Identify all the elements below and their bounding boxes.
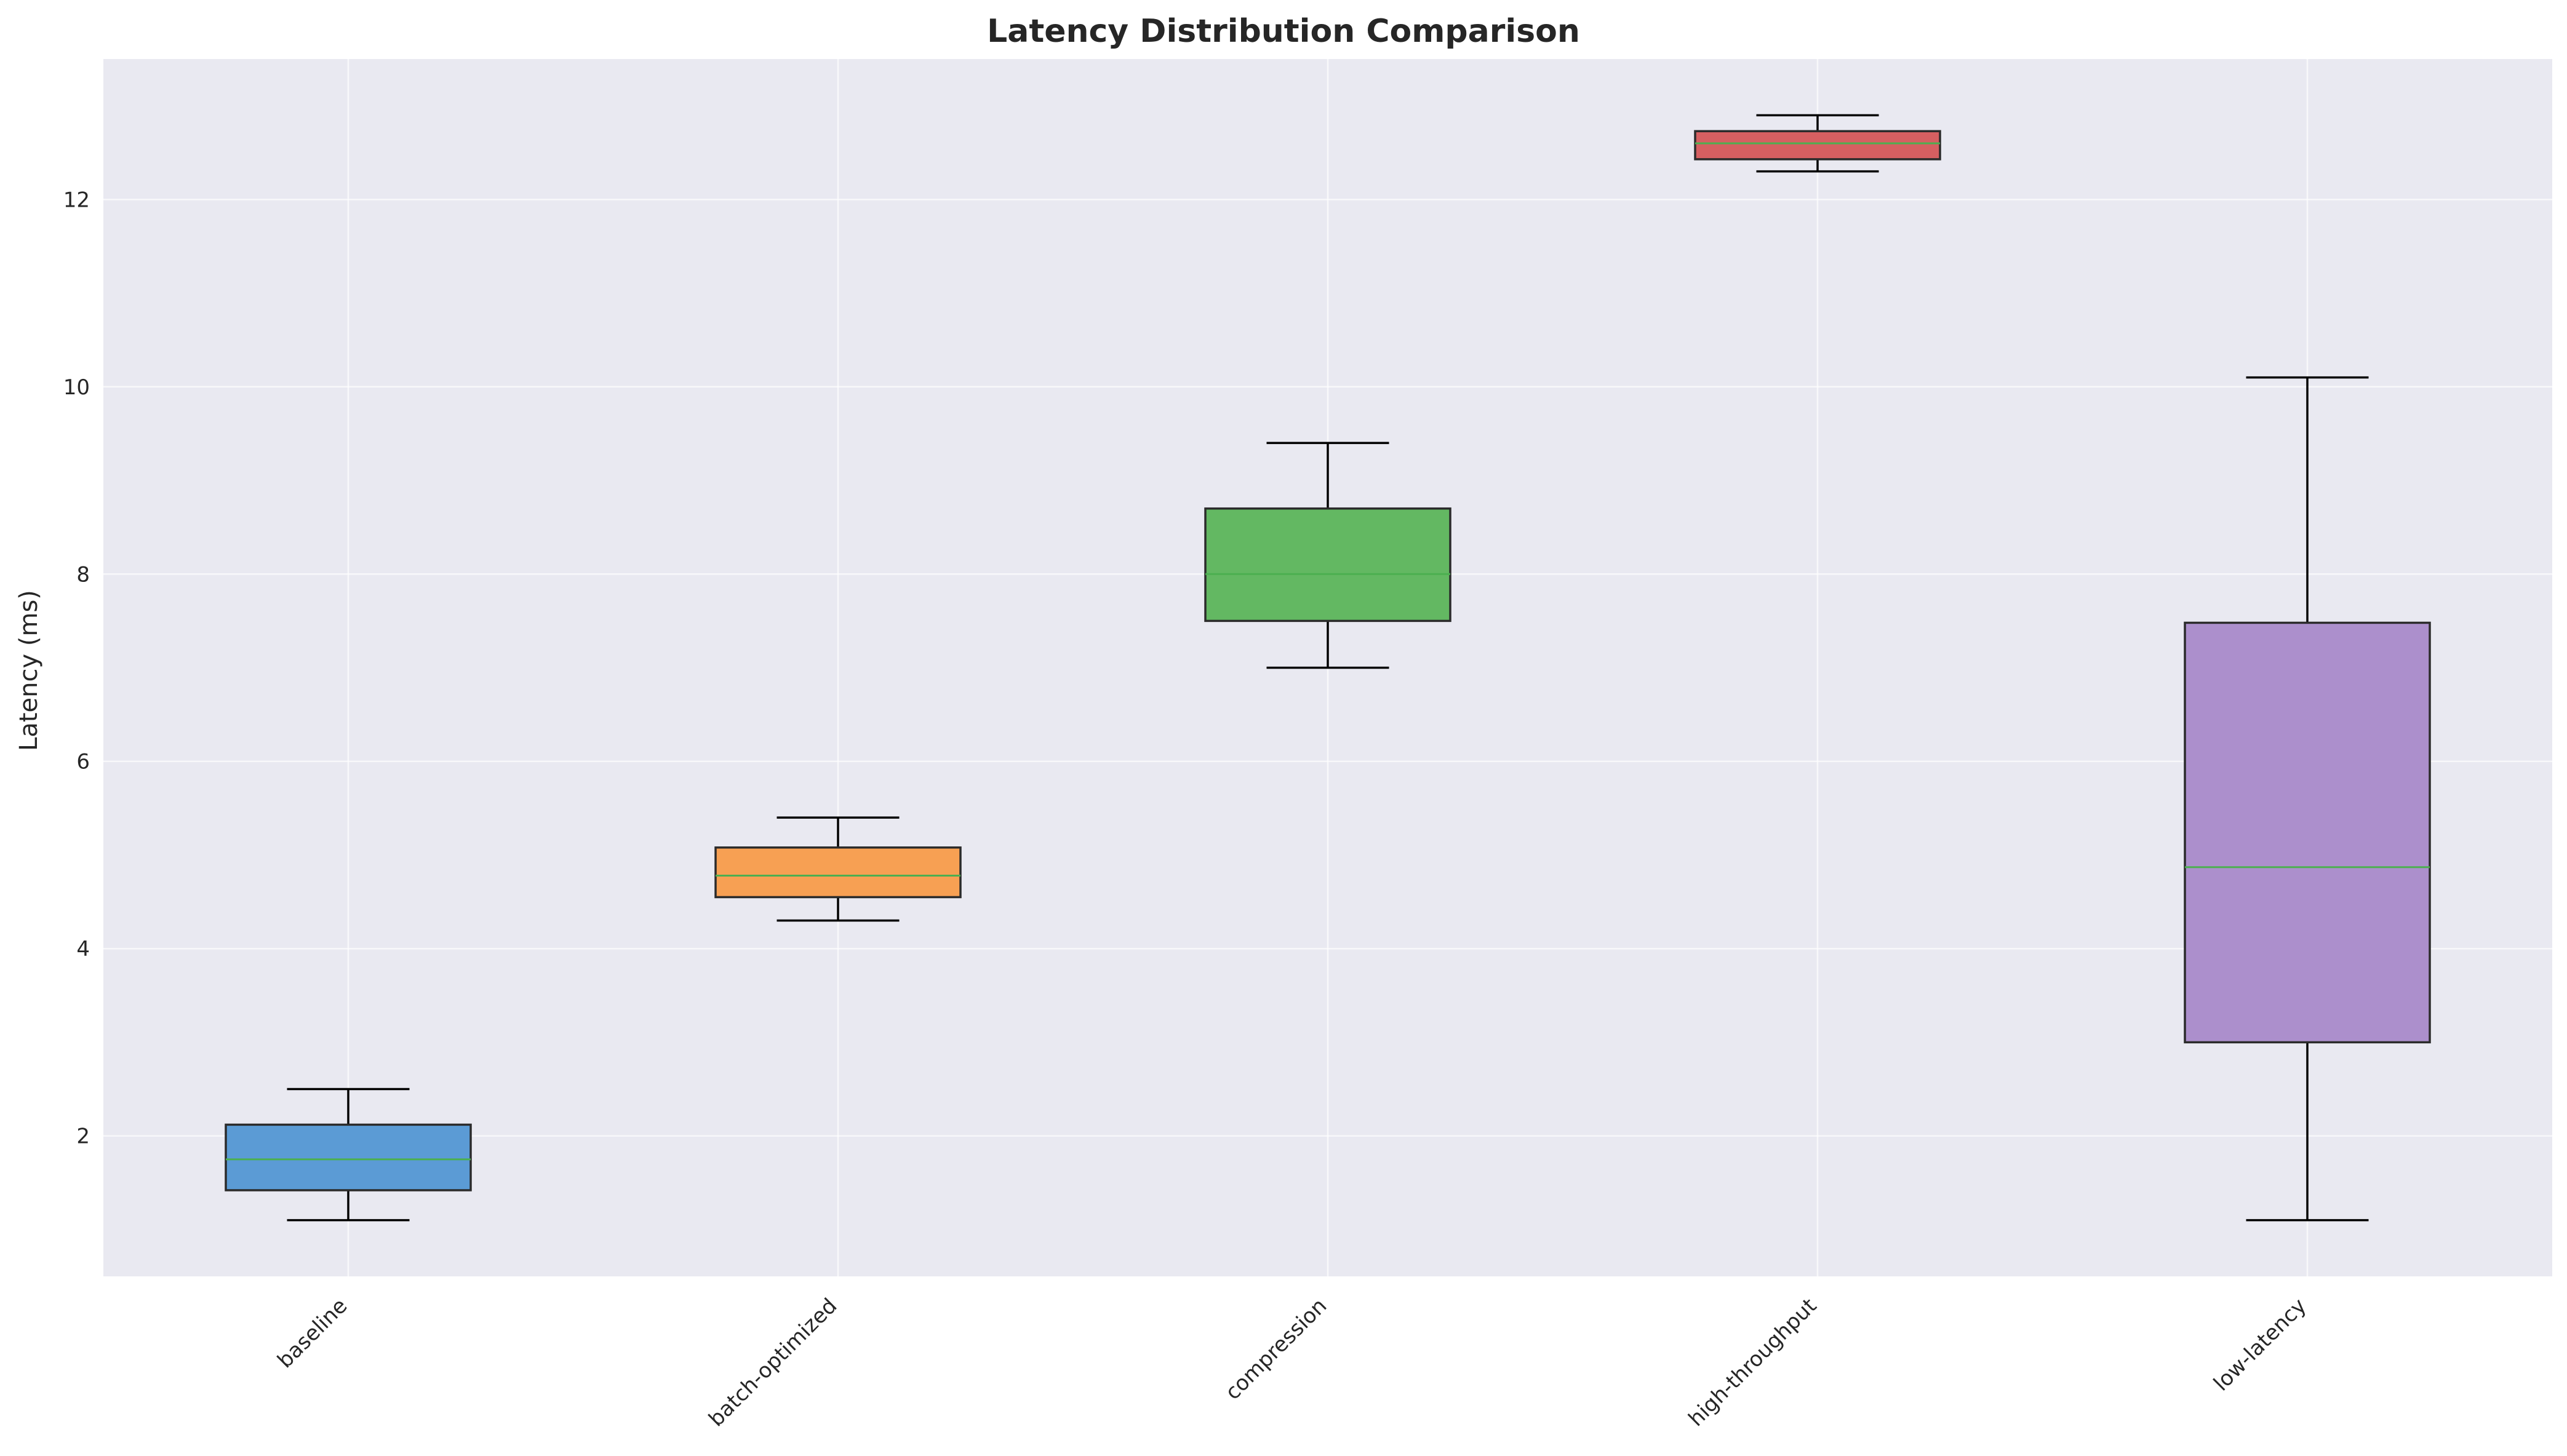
box-group-compression [1204,442,1451,669]
chart-title: Latency Distribution Comparison [987,13,1580,50]
x-tick-label: low-latency [2209,1294,2311,1396]
x-tick-label: batch-optimized [704,1294,842,1431]
box [714,846,962,899]
box [1694,130,1941,161]
x-axis-ticks: baseline batch-optimized compression high-t… [273,1294,2311,1431]
x-tick-label: high-throughput [1684,1294,1822,1431]
x-tick-label: baseline [273,1294,352,1373]
box-group-batch-optimized [714,816,962,922]
box [2184,621,2431,1044]
y-axis-label: Latency (ms) [15,590,43,751]
y-tick-label: 2 [76,1124,90,1149]
y-tick-label: 8 [76,562,90,587]
box-group-low-latency [2184,376,2431,1222]
box-series [225,114,2431,1222]
y-tick-label: 10 [63,375,90,400]
box-group-high-throughput [1694,114,1941,173]
y-axis-ticks: 2 4 6 8 10 12 [63,188,90,1148]
x-tick-label: compression [1221,1294,1332,1405]
y-tick-label: 12 [63,188,90,212]
box [225,1123,472,1191]
box [1204,507,1451,623]
y-tick-label: 6 [76,750,90,774]
y-tick-label: 4 [76,937,90,961]
box-group-baseline [225,1088,472,1222]
